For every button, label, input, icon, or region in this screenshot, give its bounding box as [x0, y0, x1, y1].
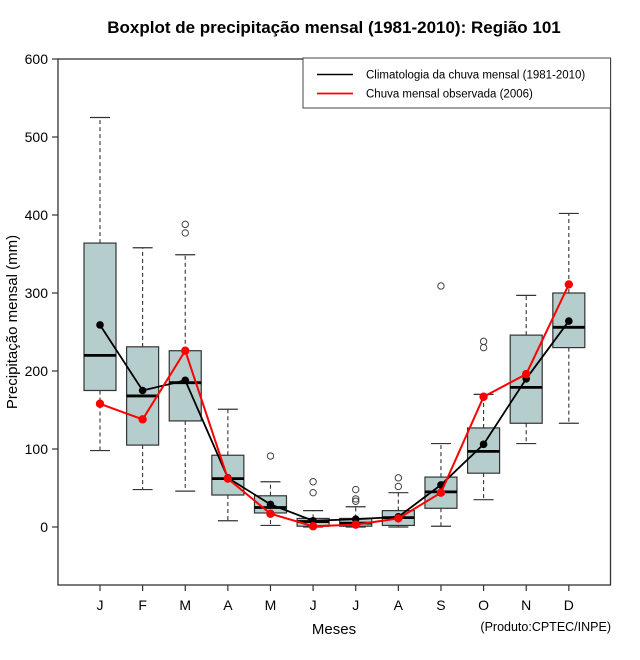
boxplot-month-2	[126, 247, 160, 491]
month-label: M	[265, 597, 277, 613]
y-axis-label: Precipitação mensal (mm)	[4, 235, 21, 409]
month-label: M	[179, 597, 191, 613]
month-label: J	[97, 597, 104, 613]
chart-title: Boxplot de precipitação mensal (1981-201…	[107, 18, 561, 37]
climatology-point	[266, 500, 275, 509]
month-label: J	[352, 597, 359, 613]
legend: Climatologia da chuva mensal (1981-2010)…	[302, 57, 611, 109]
climatology-point	[479, 440, 488, 449]
outlier-point	[181, 220, 189, 229]
boxplot-month-11	[509, 294, 543, 445]
outlier-point	[181, 229, 189, 237]
outlier-point	[352, 497, 360, 505]
observed-point	[479, 392, 488, 401]
climatology-point	[565, 317, 573, 325]
climatology-point	[181, 376, 190, 385]
observed-point	[266, 509, 275, 518]
month-label: A	[394, 597, 404, 613]
boxplot-month-4	[211, 408, 245, 522]
outlier-point	[394, 482, 403, 491]
outlier-point	[479, 343, 488, 352]
month-label: J	[310, 597, 317, 613]
outlier-point	[309, 478, 317, 486]
climatology-point	[96, 321, 104, 329]
plot-frame	[57, 58, 612, 586]
legend-box	[302, 57, 611, 109]
outlier-point	[309, 488, 317, 497]
y-tick-label: 100	[25, 441, 49, 457]
observed-point	[522, 369, 531, 379]
observed-point	[95, 399, 105, 408]
month-label: F	[138, 597, 147, 613]
observed-point	[564, 280, 574, 289]
month-label: D	[564, 597, 574, 613]
observed-point	[223, 474, 233, 483]
outlier-point	[479, 337, 488, 346]
observed-point	[138, 415, 147, 424]
y-tick-label: 300	[25, 285, 49, 301]
outlier-point	[352, 495, 360, 503]
y-tick-label: 600	[25, 51, 49, 67]
outlier-point	[437, 282, 445, 290]
observed-point	[394, 514, 403, 523]
observed-point	[351, 520, 360, 529]
month-label: S	[436, 597, 445, 613]
legend-label-climatology: Climatologia da chuva mensal (1981-2010)	[366, 70, 585, 82]
month-label: O	[478, 597, 489, 613]
outlier-point	[394, 474, 403, 482]
y-tick-label: 400	[25, 207, 49, 223]
observed-line	[99, 283, 570, 528]
y-tick-label: 200	[25, 363, 49, 379]
box-rect	[83, 242, 117, 392]
boxplot-month-10	[466, 337, 501, 501]
y-tick-label: 0	[40, 519, 48, 535]
observed-point	[436, 488, 446, 497]
climatology-point	[138, 386, 147, 395]
outlier-point	[266, 452, 275, 460]
boxplot-month-1	[83, 116, 117, 452]
climatology-line	[99, 320, 570, 522]
observed-point	[181, 346, 190, 355]
boxplot-month-3	[168, 220, 202, 492]
month-label: A	[223, 597, 233, 613]
plot-area: 0 100 200 300 400 500 600 J F M A M J J A S O N D	[25, 51, 612, 613]
x-axis-label: Meses	[312, 621, 356, 638]
footer-note: (Produto:CPTEC/INPE)	[480, 620, 611, 634]
observed-point	[308, 522, 318, 531]
outlier-point	[352, 485, 360, 494]
legend-label-observed: Chuva mensal observada (2006)	[366, 89, 533, 101]
y-tick-label: 500	[25, 129, 49, 145]
month-label: N	[521, 597, 531, 613]
